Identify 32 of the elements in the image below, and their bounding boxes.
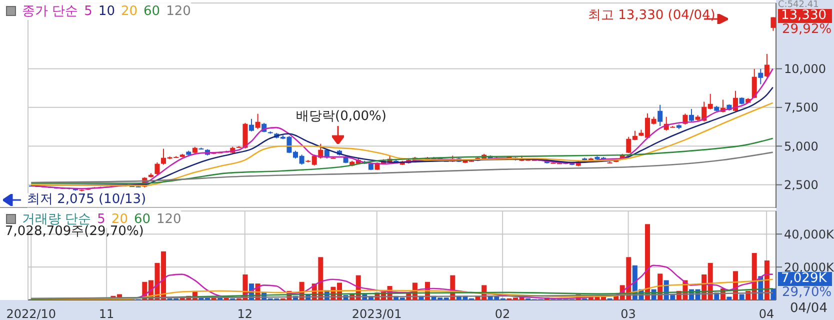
- x-tick-label: 04: [758, 307, 774, 320]
- x-tick-label: 03: [620, 307, 636, 320]
- text: 04/04: [790, 301, 828, 316]
- annotation: 최고 13,330 (04/04): [588, 8, 716, 23]
- annotation: 최저 2,075 (10/13): [24, 192, 146, 207]
- text: 7,029K: [778, 271, 832, 286]
- text: 20: [111, 212, 128, 226]
- annotation: 7,028,709주(29,70%): [5, 224, 144, 239]
- text: 5: [84, 4, 92, 18]
- text: 29,92%: [782, 22, 832, 37]
- annotation: 배당락(0,00%): [296, 109, 386, 124]
- text: 29,70%: [782, 285, 832, 300]
- y-tick-label: 7,500: [784, 100, 818, 115]
- y-tick-label: 2,500: [784, 178, 818, 192]
- legend-title: 종가 단순: [22, 3, 78, 20]
- y-tick-label: 5,000: [784, 139, 818, 154]
- text: 120: [156, 212, 182, 226]
- x-tick-label: 11: [98, 307, 114, 320]
- x-tick-label: 02: [494, 307, 510, 320]
- text: 13,330: [778, 8, 832, 23]
- x-tick-label: 2023/01: [352, 307, 402, 320]
- text: 10: [98, 4, 115, 18]
- text: 20: [120, 4, 138, 18]
- text: 60: [144, 4, 160, 18]
- text: 5: [97, 212, 106, 226]
- x-tick-label: 12: [237, 307, 252, 320]
- y-tick-label: 10,000: [784, 62, 826, 76]
- text: 60: [134, 212, 151, 226]
- y-tick-label: 40,000K: [784, 227, 834, 242]
- text: C:542.41: [778, 0, 819, 10]
- text: 120: [166, 4, 191, 18]
- x-tick-label: 2022/10: [6, 307, 56, 320]
